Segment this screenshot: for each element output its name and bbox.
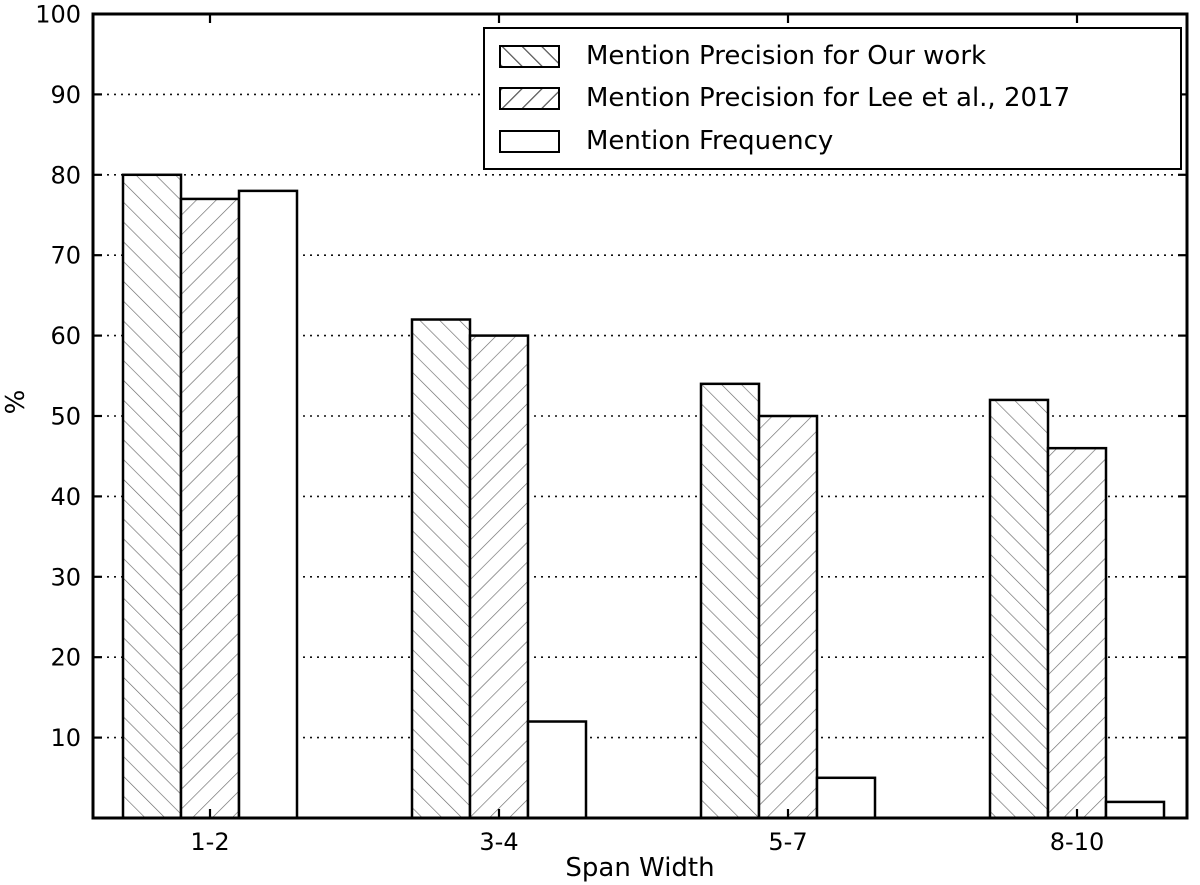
y-tick-label-40: 40 <box>50 483 81 511</box>
plain-swatch <box>499 129 560 153</box>
legend-item-frequency: Mention Frequency <box>499 126 1180 157</box>
legend: Mention Precision for Our work Mention P… <box>483 27 1182 170</box>
bar-series2-1-2 <box>237 189 299 820</box>
bar-series1-8-10 <box>1046 446 1108 820</box>
backslash-hatch-swatch <box>499 44 560 68</box>
legend-label: Mention Precision for Lee et al., 2017 <box>586 83 1071 113</box>
bar-series0-3-4 <box>410 318 472 820</box>
x-tick-label-3-4: 3-4 <box>479 828 518 856</box>
bar-series1-1-2 <box>179 197 241 820</box>
bar-series2-3-4 <box>526 720 588 820</box>
bar-series2-5-7 <box>815 776 877 820</box>
y-tick-label-20: 20 <box>50 644 81 672</box>
legend-item-our-work: Mention Precision for Our work <box>499 41 1180 72</box>
y-tick-label-50: 50 <box>50 403 81 431</box>
y-tick-label-60: 60 <box>50 322 81 350</box>
y-tick-label-100: 100 <box>35 1 81 29</box>
y-tick-label-90: 90 <box>50 81 81 109</box>
legend-label: Mention Precision for Our work <box>586 40 987 71</box>
y-tick-label-30: 30 <box>50 563 81 591</box>
x-tick-label-5-7: 5-7 <box>768 828 807 856</box>
y-tick-label-70: 70 <box>50 242 81 270</box>
legend-item-lee-2017: Mention Precision for Lee et al., 2017 <box>499 83 1180 114</box>
y-tick-label-80: 80 <box>50 161 81 189</box>
bar-series0-5-7 <box>699 382 761 820</box>
bar-series2-8-10 <box>1104 800 1166 820</box>
bar-series0-1-2 <box>121 173 183 820</box>
y-tick-label-10: 10 <box>50 724 81 752</box>
bar-series1-3-4 <box>468 334 530 820</box>
bar-series1-5-7 <box>757 414 819 820</box>
x-tick-label-1-2: 1-2 <box>190 828 229 856</box>
slash-hatch-swatch <box>499 87 560 110</box>
x-axis-title: Span Width <box>565 853 715 883</box>
x-tick-label-8-10: 8-10 <box>1050 828 1104 856</box>
bar-series0-8-10 <box>988 398 1050 820</box>
y-axis-title: % <box>1 389 31 415</box>
legend-label: Mention Frequency <box>586 125 834 156</box>
